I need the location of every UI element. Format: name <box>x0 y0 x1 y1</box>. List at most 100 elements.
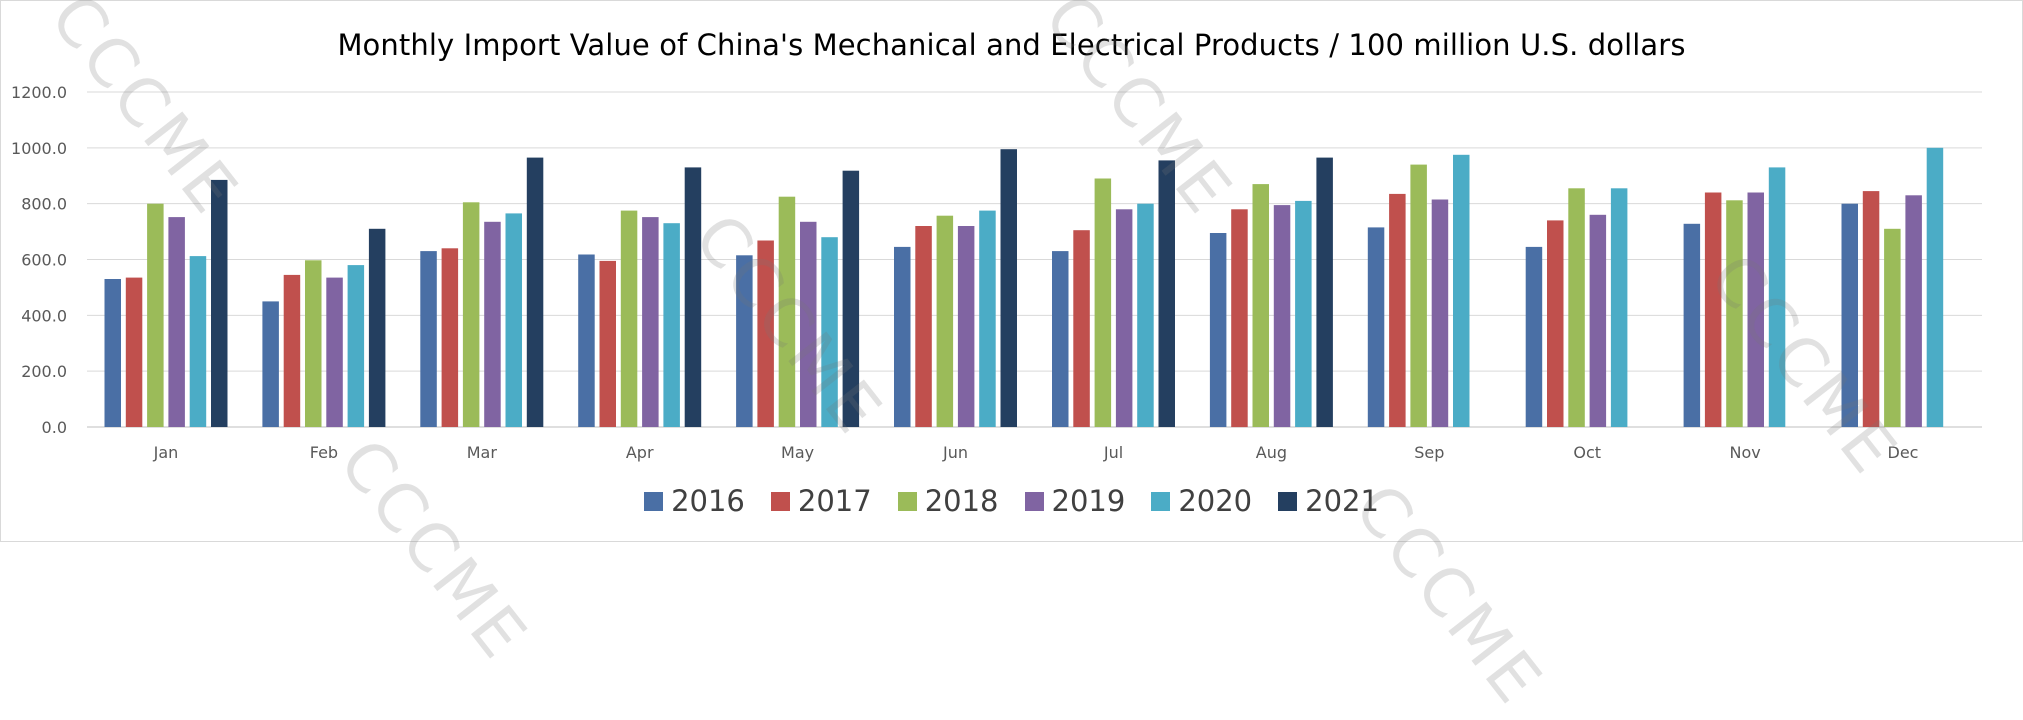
bar-2016-jan <box>104 279 121 427</box>
legend-label: 2019 <box>1051 484 1126 518</box>
bar-2016-oct <box>1525 246 1543 427</box>
bar-2018-jul <box>1094 178 1112 427</box>
y-tick-label: 1200.0 <box>11 83 67 102</box>
x-tick-label: Dec <box>1888 443 1919 462</box>
legend-item: 2016 <box>644 484 745 518</box>
bar-2016-nov <box>1683 223 1701 427</box>
bar-2020-sep <box>1453 154 1470 428</box>
bar-2019-oct <box>1589 214 1607 427</box>
y-tick-label: 200.0 <box>21 362 67 381</box>
bar-2016-sep <box>1367 227 1385 427</box>
bar-2017-jun <box>915 226 932 427</box>
bar-2018-sep <box>1410 164 1427 427</box>
legend-swatch <box>1024 491 1044 511</box>
legend-label: 2016 <box>671 484 745 518</box>
bar-2017-apr <box>599 260 616 427</box>
bar-2021-feb <box>368 228 386 427</box>
legend-swatch <box>1151 491 1171 511</box>
bar-2019-apr <box>642 217 659 427</box>
bar-2018-feb <box>305 260 322 427</box>
bar-2017-sep <box>1389 193 1406 427</box>
bar-2019-jan <box>168 217 185 427</box>
x-tick-label: Oct <box>1573 443 1601 462</box>
bar-2018-mar <box>462 202 480 427</box>
bar-2019-sep <box>1431 199 1449 427</box>
bar-2016-mar <box>420 251 437 427</box>
bar-2021-may <box>842 170 860 427</box>
bar-2019-may <box>800 221 817 427</box>
bar-2017-aug <box>1231 209 1248 428</box>
bar-2019-jul <box>1115 209 1133 428</box>
x-tick-label: Jan <box>153 443 179 462</box>
y-tick-label: 1000.0 <box>11 139 67 158</box>
bar-2018-jan <box>147 203 164 427</box>
bar-2018-aug <box>1252 184 1269 427</box>
bar-2016-aug <box>1209 233 1227 427</box>
x-tick-label: Mar <box>467 443 498 462</box>
bar-2016-apr <box>578 254 595 427</box>
bar-2021-apr <box>684 167 702 427</box>
bar-2019-feb <box>326 277 343 427</box>
bar-2020-mar <box>505 213 522 427</box>
x-tick-label: Aug <box>1256 443 1287 462</box>
bar-2021-jan <box>211 179 228 427</box>
bar-2020-jun <box>979 210 996 427</box>
y-tick-label: 0.0 <box>42 418 67 437</box>
bar-2019-dec <box>1905 195 1922 427</box>
legend-label: 2017 <box>797 484 872 518</box>
bar-2016-feb <box>262 301 279 427</box>
bar-2021-jul <box>1158 160 1175 427</box>
legend-item: 2021 <box>1278 484 1379 518</box>
legend-item: 2018 <box>897 484 999 518</box>
legend-swatch <box>770 491 790 511</box>
bar-2020-apr <box>663 223 680 427</box>
chart-plot-area: 0.0 200.0 400.0 600.0 800.0 1000.0 1200.0 Jan Fe… <box>11 83 1982 462</box>
legend-item: 2019 <box>1024 484 1126 518</box>
bar-2016-jul <box>1052 251 1069 427</box>
bar-2017-feb <box>283 274 301 427</box>
bar-2021-aug <box>1316 157 1333 427</box>
legend-swatch <box>897 491 917 511</box>
x-tick-label: Jun <box>942 443 968 462</box>
bar-2018-may <box>778 196 796 427</box>
bar-2018-nov <box>1726 200 1743 427</box>
bar-2017-oct <box>1547 220 1564 427</box>
legend-swatch <box>644 491 664 511</box>
bar-2020-may <box>821 237 838 427</box>
bar-2020-feb <box>347 265 365 427</box>
legend-label: 2018 <box>924 484 999 518</box>
bar-2017-dec <box>1862 191 1880 427</box>
bar-2018-dec <box>1884 228 1901 427</box>
bar-2017-may <box>757 240 774 427</box>
bar-2020-nov <box>1768 167 1786 427</box>
bar-2016-may <box>736 255 753 427</box>
y-tick-label: 600.0 <box>21 251 67 270</box>
x-tick-label: Jul <box>1103 443 1123 462</box>
bar-2018-apr <box>620 210 638 427</box>
bar-2020-jan <box>189 256 207 427</box>
legend-item: 2017 <box>770 484 872 518</box>
bar-2016-dec <box>1841 203 1858 427</box>
bar-2021-mar <box>526 157 544 427</box>
x-tick-label: Nov <box>1729 443 1760 462</box>
bar-2020-jul <box>1137 203 1154 427</box>
legend-label: 2021 <box>1305 484 1379 518</box>
y-tick-label: 800.0 <box>21 195 67 214</box>
bar-2021-jun <box>1000 149 1017 427</box>
bar-2020-aug <box>1295 200 1312 427</box>
bar-2020-dec <box>1926 147 1944 428</box>
x-tick-label: May <box>781 443 814 462</box>
bar-2019-mar <box>484 221 501 427</box>
chart-title: Monthly Import Value of China's Mechanic… <box>337 28 1686 62</box>
bar-2019-aug <box>1273 205 1291 427</box>
x-tick-label: Sep <box>1414 443 1444 462</box>
bar-2019-jun <box>957 226 975 427</box>
bar-2016-jun <box>894 246 911 427</box>
bar-2020-oct <box>1610 188 1628 427</box>
bar-2017-nov <box>1704 192 1722 427</box>
bar-2017-jul <box>1073 230 1090 427</box>
legend-item: 2020 <box>1151 484 1252 518</box>
chart-legend: 2016 2017 2018 2019 2020 2021 <box>0 484 2023 518</box>
legend-swatch <box>1278 491 1298 511</box>
bar-2018-oct <box>1568 188 1585 427</box>
